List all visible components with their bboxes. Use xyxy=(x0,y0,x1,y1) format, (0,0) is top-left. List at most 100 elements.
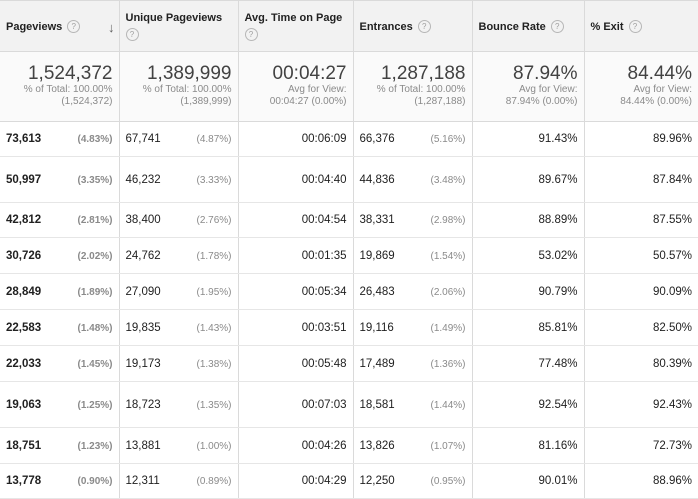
unique-pageviews-cell: 19,835 (1.43%) xyxy=(119,309,239,346)
pageviews-value: 19,063 xyxy=(6,398,42,411)
bounce-rate-cell: 88.89% xyxy=(472,202,585,238)
entrances-percent: (1.07%) xyxy=(430,440,466,452)
entrances-cell: 66,376 (5.16%) xyxy=(353,121,473,157)
unique-pageviews-cell: 67,741 (4.87%) xyxy=(119,121,239,157)
summary-cell: 1,287,188 % of Total: 100.00% (1,287,188… xyxy=(353,51,473,122)
table-row[interactable]: 50,997 (3.35%) 46,232 (3.33%) 00:04:40 44,836… xyxy=(0,156,698,203)
arrow-down-icon[interactable]: ↓ xyxy=(108,20,115,35)
entrances-percent: (5.16%) xyxy=(430,134,466,145)
avg-time-cell: 00:04:54 xyxy=(238,202,354,238)
exit-cell: 80.39% xyxy=(584,345,698,382)
pageviews-value: 50,997 xyxy=(6,173,42,186)
header-unique-pageviews[interactable]: Unique Pageviews ? xyxy=(119,0,239,52)
unique-pageviews-percent: (1.35%) xyxy=(196,399,232,411)
table-row[interactable]: 13,778 (0.90%) 12,311 (0.89%) 00:04:29 12,250… xyxy=(0,463,698,499)
entrances-cell: 19,869 (1.54%) xyxy=(353,237,473,274)
table-row[interactable]: 28,849 (1.89%) 27,090 (1.95%) 00:05:34 26,483… xyxy=(0,273,698,310)
table-row[interactable]: 30,726 (2.02%) 24,762 (1.78%) 00:01:35 19,869… xyxy=(0,237,698,274)
entrances-cell: 18,581 (1.44%) xyxy=(353,381,473,428)
unique-pageviews-value: 24,762 xyxy=(125,249,161,262)
entrances-value: 19,116 xyxy=(359,321,394,334)
summary-value: 87.94% xyxy=(513,63,578,84)
bounce-rate-cell: 92.54% xyxy=(472,381,585,428)
help-icon[interactable]: ? xyxy=(67,20,81,33)
summary-subtext: Avg for View: xyxy=(287,84,347,95)
table-row[interactable]: 42,812 (2.81%) 38,400 (2.76%) 00:04:54 38,331… xyxy=(0,202,698,238)
header-label: % Exit xyxy=(590,21,624,33)
header-exit[interactable]: % Exit? xyxy=(584,0,698,52)
summary-value: 84.44% xyxy=(627,63,692,84)
unique-pageviews-percent: (1.00%) xyxy=(196,440,232,452)
pageviews-cell: 19,063 (1.25%) xyxy=(0,381,120,428)
summary-subtext: % of Total: 100.00% xyxy=(23,84,113,95)
header-label: Bounce Rate xyxy=(478,21,546,33)
table-row[interactable]: 22,583 (1.48%) 19,835 (1.43%) 00:03:51 19,116… xyxy=(0,309,698,346)
pageviews-percent: (2.02%) xyxy=(77,250,113,262)
pageviews-value: 13,778 xyxy=(6,475,42,487)
avg-time-cell: 00:05:34 xyxy=(238,273,354,310)
pageviews-percent: (1.48%) xyxy=(77,322,113,334)
entrances-percent: (1.36%) xyxy=(430,358,466,370)
summary-cell: 84.44% Avg for View: 84.44% (0.00%) xyxy=(584,51,698,122)
bounce-rate-cell: 91.43% xyxy=(472,121,585,157)
entrances-cell: 13,826 (1.07%) xyxy=(353,427,473,464)
summary-subtext: Avg for View: xyxy=(518,84,578,95)
header-pageviews[interactable]: Pageviews? ↓ xyxy=(0,0,120,52)
entrances-value: 66,376 xyxy=(359,133,395,145)
bounce-rate-cell: 53.02% xyxy=(472,237,585,274)
pageviews-cell: 18,751 (1.23%) xyxy=(0,427,120,464)
unique-pageviews-cell: 46,232 (3.33%) xyxy=(119,156,239,203)
pageviews-percent: (0.90%) xyxy=(77,476,113,487)
pageviews-percent: (3.35%) xyxy=(77,174,113,186)
pageviews-value: 28,849 xyxy=(6,285,42,298)
exit-cell: 72.73% xyxy=(584,427,698,464)
unique-pageviews-percent: (3.33%) xyxy=(196,174,232,186)
header-bounce-rate[interactable]: Bounce Rate? xyxy=(472,0,585,52)
help-icon[interactable]: ? xyxy=(550,20,564,33)
header-entrances[interactable]: Entrances? xyxy=(353,0,473,52)
help-icon[interactable]: ? xyxy=(244,28,258,41)
bounce-rate-cell: 89.67% xyxy=(472,156,585,203)
unique-pageviews-value: 38,400 xyxy=(125,214,161,226)
help-icon[interactable]: ? xyxy=(125,28,139,41)
header-label: Avg. Time on Page xyxy=(244,12,343,24)
pageviews-cell: 42,812 (2.81%) xyxy=(0,202,120,238)
unique-pageviews-value: 18,723 xyxy=(125,398,161,411)
entrances-percent: (1.49%) xyxy=(430,322,466,334)
pageviews-value: 22,033 xyxy=(6,357,42,370)
pageviews-percent: (1.25%) xyxy=(77,399,113,411)
unique-pageviews-percent: (1.38%) xyxy=(196,358,232,370)
avg-time-cell: 00:06:09 xyxy=(238,121,354,157)
unique-pageviews-value: 19,835 xyxy=(125,321,161,334)
unique-pageviews-value: 12,311 xyxy=(125,475,160,487)
pageviews-percent: (4.83%) xyxy=(77,134,113,145)
avg-time-cell: 00:07:03 xyxy=(238,381,354,428)
table-row[interactable]: 19,063 (1.25%) 18,723 (1.35%) 00:07:03 18,581… xyxy=(0,381,698,428)
entrances-percent: (1.54%) xyxy=(430,250,466,262)
bounce-rate-cell: 77.48% xyxy=(472,345,585,382)
entrances-percent: (2.98%) xyxy=(430,215,466,226)
avg-time-cell: 00:05:48 xyxy=(238,345,354,382)
unique-pageviews-value: 27,090 xyxy=(125,285,161,298)
help-icon[interactable]: ? xyxy=(628,20,642,33)
exit-cell: 87.84% xyxy=(584,156,698,203)
entrances-value: 18,581 xyxy=(359,398,395,411)
entrances-percent: (0.95%) xyxy=(430,476,466,487)
help-icon[interactable]: ? xyxy=(417,20,431,33)
entrances-percent: (2.06%) xyxy=(430,286,466,298)
unique-pageviews-cell: 24,762 (1.78%) xyxy=(119,237,239,274)
exit-cell: 50.57% xyxy=(584,237,698,274)
summary-subtext: (1,524,372) xyxy=(61,96,113,107)
unique-pageviews-percent: (2.76%) xyxy=(196,215,232,226)
summary-cell: 87.94% Avg for View: 87.94% (0.00%) xyxy=(472,51,585,122)
header-avg-time-on-page[interactable]: Avg. Time on Page ? xyxy=(238,0,354,52)
avg-time-cell: 00:04:26 xyxy=(238,427,354,464)
table-row[interactable]: 22,033 (1.45%) 19,173 (1.38%) 00:05:48 17,489… xyxy=(0,345,698,382)
unique-pageviews-value: 46,232 xyxy=(125,173,161,186)
table-row[interactable]: 18,751 (1.23%) 13,881 (1.00%) 00:04:26 13,826… xyxy=(0,427,698,464)
table-row[interactable]: 73,613 (4.83%) 67,741 (4.87%) 00:06:09 66,376… xyxy=(0,121,698,157)
entrances-cell: 26,483 (2.06%) xyxy=(353,273,473,310)
avg-time-cell: 00:04:29 xyxy=(238,463,354,499)
unique-pageviews-cell: 27,090 (1.95%) xyxy=(119,273,239,310)
